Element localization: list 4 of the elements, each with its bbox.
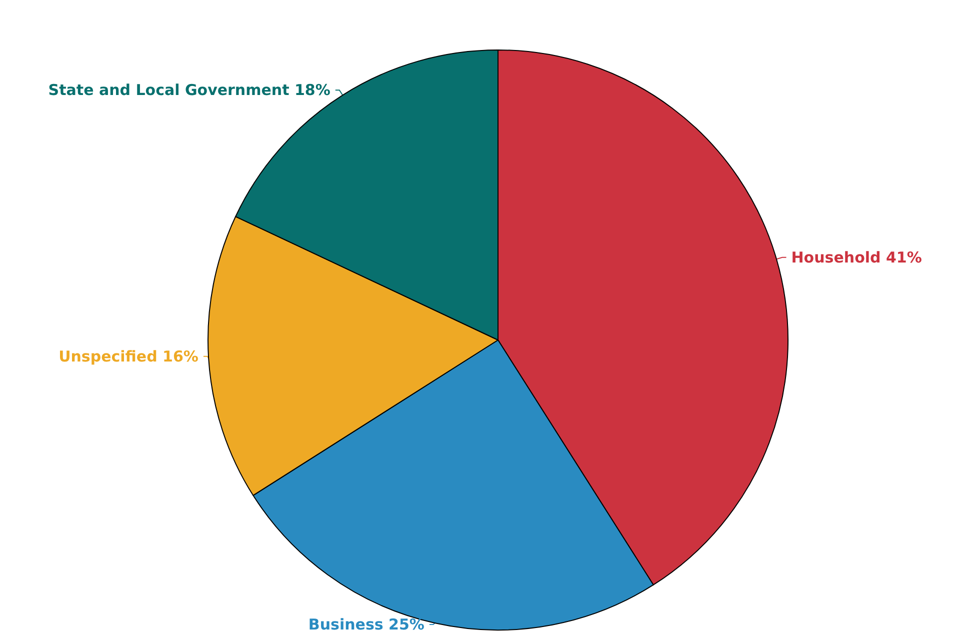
slice-label: Unspecified 16% <box>58 347 198 366</box>
slice-label: Business 25% <box>308 616 424 634</box>
slice-label: State and Local Government 18% <box>48 81 330 100</box>
slice-label: Household 41% <box>791 248 922 266</box>
